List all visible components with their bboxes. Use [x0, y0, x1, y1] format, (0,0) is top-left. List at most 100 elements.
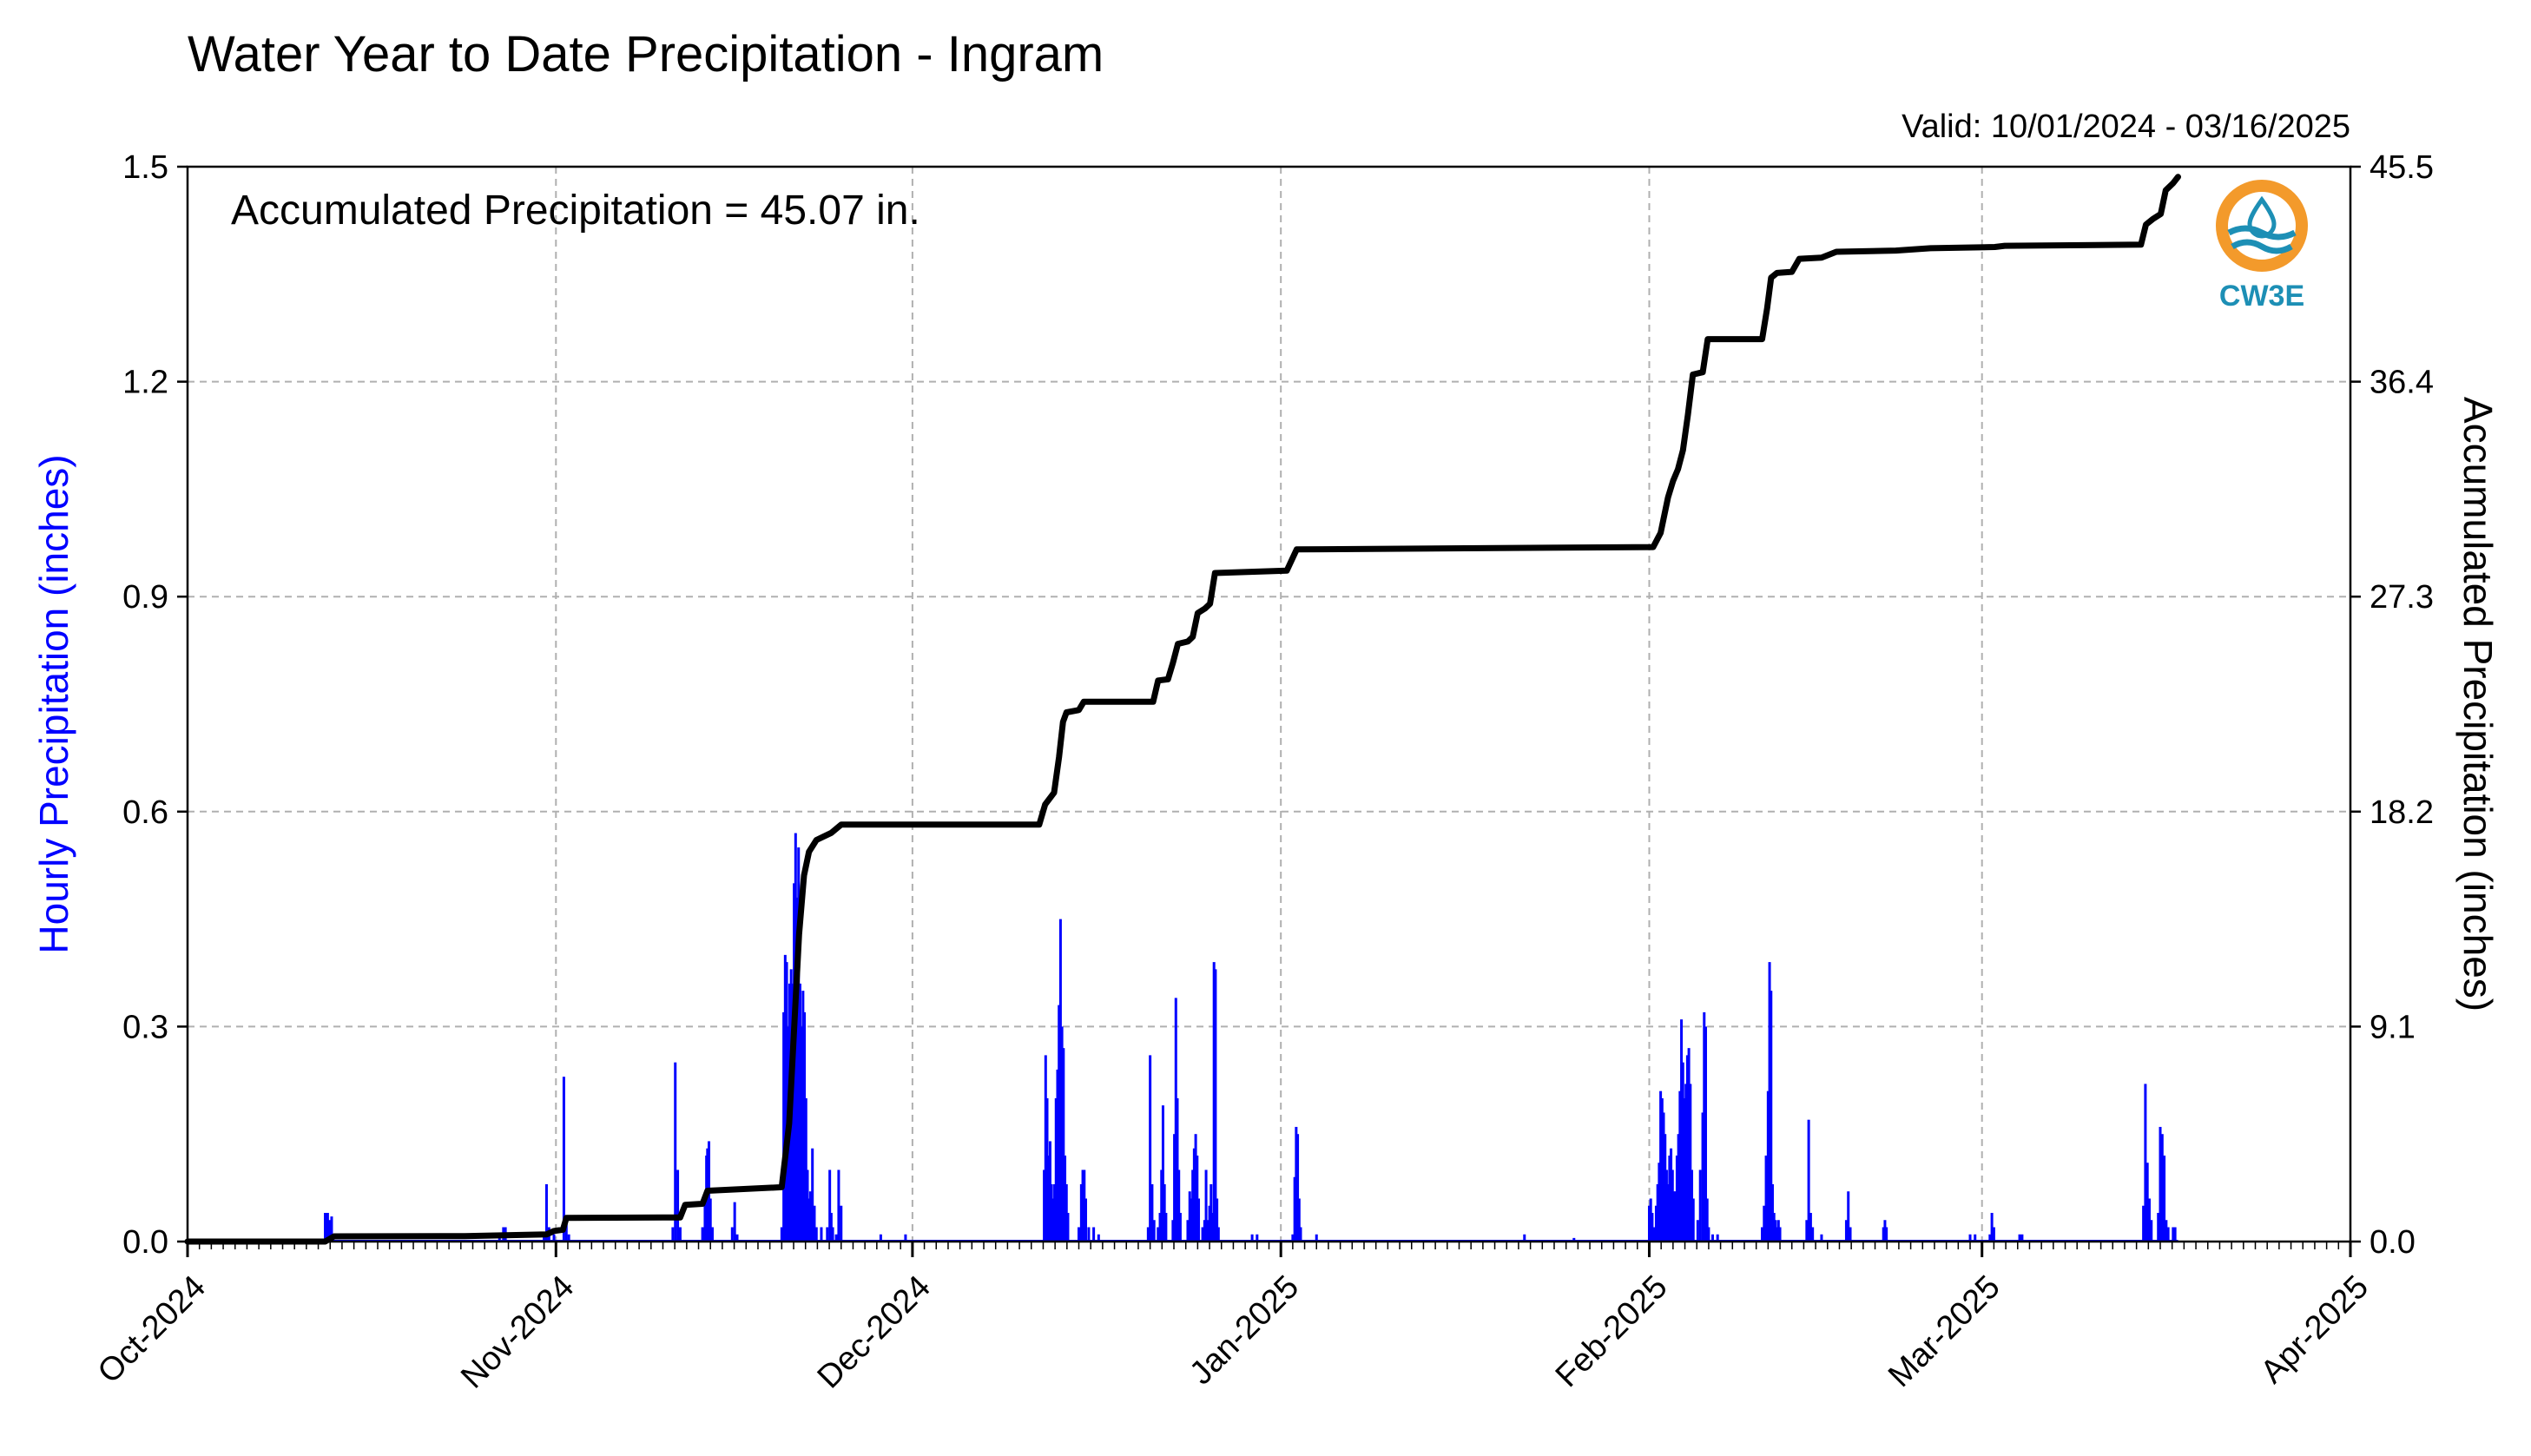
hourly-bar [1776, 1220, 1780, 1242]
hourly-bar [1968, 1234, 1972, 1242]
hourly-bar [2166, 1227, 2170, 1242]
grid-lines [188, 167, 2350, 1242]
hourly-bar [806, 1169, 809, 1242]
hourly-bar [564, 1220, 568, 1242]
hourly-bar [1990, 1212, 1994, 1242]
hourly-bar [1992, 1227, 1995, 1242]
accumulated-precipitation-line [184, 174, 2181, 1245]
hourly-precipitation-bars [188, 833, 2178, 1242]
y2-tick-label: 0.0 [2370, 1224, 2416, 1261]
hourly-bar [326, 1212, 329, 1242]
y-tick-label: 0.3 [122, 1009, 168, 1045]
hourly-bar [1701, 1112, 1704, 1242]
x-tick-label: Mar-2025 [1882, 1268, 2007, 1394]
hourly-bar [2144, 1084, 2147, 1242]
hourly-bar [1704, 1026, 1707, 1242]
hourly-bar [1293, 1176, 1296, 1242]
hourly-bar [1885, 1227, 1888, 1242]
x-tick-label: Jan-2025 [1183, 1268, 1306, 1392]
hourly-bar [1216, 1227, 1220, 1242]
hourly-bar [1053, 1183, 1057, 1242]
hourly-bar [1160, 1169, 1163, 1242]
hourly-bar [1087, 1227, 1091, 1242]
hourly-bar [1691, 1169, 1694, 1242]
hourly-bar [544, 1183, 548, 1242]
plot-frame [186, 165, 2352, 1243]
hourly-bar [1190, 1198, 1193, 1242]
hourly-bar [1849, 1227, 1852, 1242]
hourly-bar [1809, 1212, 1812, 1242]
hourly-bar [1768, 962, 1771, 1242]
y-tick-label: 0.9 [122, 579, 168, 616]
hourly-bar [2018, 1234, 2021, 1242]
hourly-bar [1691, 1198, 1695, 1242]
hourly-bar [1656, 1183, 1659, 1242]
hourly-bar [820, 1227, 823, 1242]
hourly-bar [1043, 1169, 1046, 1242]
hourly-bar [1066, 1212, 1070, 1242]
hourly-bar [1652, 1227, 1656, 1242]
hourly-bar [1092, 1227, 1096, 1242]
hourly-bar [840, 1205, 843, 1242]
hourly-bar [1678, 1090, 1682, 1242]
hourly-bar [803, 1011, 807, 1242]
y2-tick-label: 45.5 [2370, 149, 2434, 186]
hourly-bar [814, 1227, 818, 1242]
x-tick-label: Feb-2025 [1549, 1268, 1675, 1394]
hourly-bar [904, 1234, 907, 1242]
hourly-bar [797, 847, 801, 1242]
hourly-bar [2142, 1205, 2145, 1242]
hourly-bar [1297, 1198, 1301, 1242]
hourly-bar [783, 954, 787, 1242]
y-tick-label: 0.6 [122, 794, 168, 831]
hourly-bar [808, 1191, 812, 1242]
hourly-bar [1097, 1234, 1100, 1242]
hourly-bar [1764, 1155, 1768, 1242]
hourly-bar [1064, 1155, 1067, 1242]
hourly-bar [1197, 1198, 1201, 1242]
hourly-bar [1216, 1198, 1219, 1242]
hourly-bar [1807, 1119, 1810, 1242]
hourly-bar [1295, 1126, 1298, 1242]
hourly-bar [1649, 1198, 1652, 1242]
y-axis-title: Hourly Precipitation (inches) [31, 454, 76, 953]
hourly-bar [678, 1227, 682, 1242]
hourly-bar [1173, 1134, 1177, 1242]
accumulated-total-annotation: Accumulated Precipitation = 45.07 in. [231, 188, 920, 234]
y2-tick-label: 9.1 [2370, 1009, 2416, 1045]
hourly-bar [1774, 1220, 1777, 1242]
hourly-bar [1680, 1019, 1684, 1242]
hourly-bar [1296, 1134, 1300, 1242]
hourly-bar [1084, 1198, 1087, 1242]
hourly-bar [1299, 1227, 1302, 1242]
y-tick-label: 0.0 [122, 1224, 168, 1261]
hourly-bar [1164, 1212, 1168, 1242]
hourly-bar [1671, 1169, 1674, 1242]
hourly-bar [1078, 1227, 1081, 1242]
accumulated-precipitation-line-group [184, 174, 2181, 1245]
hourly-bar [1698, 1169, 1702, 1242]
hourly-bar [1658, 1163, 1661, 1242]
hourly-bar [1058, 1005, 1061, 1242]
hourly-bar [1194, 1134, 1197, 1242]
hourly-bar [798, 983, 801, 1242]
hourly-bar [2172, 1227, 2175, 1242]
hourly-bar [1250, 1234, 1254, 1242]
hourly-bar [2147, 1198, 2151, 1242]
hourly-bar [1149, 1055, 1152, 1242]
hourly-bar [828, 1169, 832, 1242]
hourly-bar [1766, 1090, 1770, 1242]
hourly-bar [1883, 1220, 1887, 1242]
valid-date-range: Valid: 10/01/2024 - 03/16/2025 [1902, 109, 2350, 145]
y2-tick-label: 27.3 [2370, 579, 2434, 616]
hourly-bar [543, 1234, 546, 1242]
hourly-bar [834, 1234, 838, 1242]
x-tick-label: Apr-2025 [2254, 1268, 2376, 1390]
hourly-bar [1079, 1183, 1083, 1242]
x-tick-label: Oct-2024 [91, 1268, 213, 1390]
hourly-bar [1974, 1234, 1977, 1242]
hourly-bar [676, 1169, 680, 1242]
logo-text: CW3E [2219, 280, 2304, 313]
hourly-bar [1672, 1191, 1676, 1242]
hourly-bar [2165, 1220, 2168, 1242]
